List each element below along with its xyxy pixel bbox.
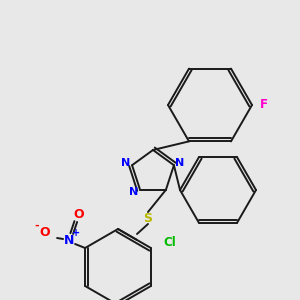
Text: N: N [175,158,184,168]
Text: O: O [40,226,50,238]
Text: N: N [64,233,74,247]
Text: -: - [35,221,39,231]
Text: O: O [74,208,84,221]
Text: Cl: Cl [163,236,176,250]
Text: S: S [143,212,152,224]
Text: N: N [122,158,131,168]
Text: N: N [129,187,139,197]
Text: +: + [72,228,80,238]
Text: F: F [260,98,268,112]
